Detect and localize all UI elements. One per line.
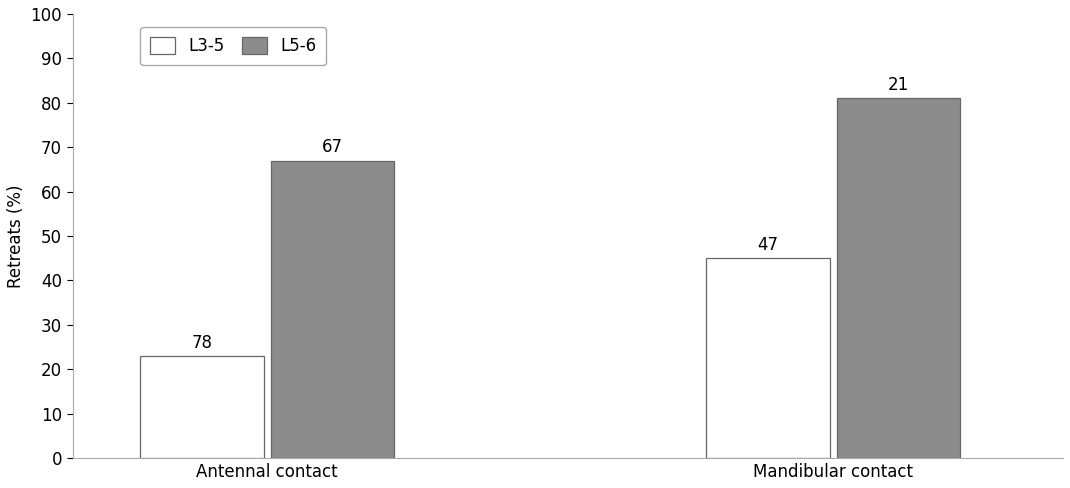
Bar: [706, 258, 829, 458]
Text: 78: 78: [192, 334, 212, 351]
Bar: [271, 161, 395, 458]
Text: 21: 21: [888, 76, 909, 94]
Y-axis label: Retreats (%): Retreats (%): [6, 184, 25, 288]
Legend: L3-5, L5-6: L3-5, L5-6: [140, 27, 326, 65]
Text: 67: 67: [322, 138, 343, 156]
Bar: [837, 99, 961, 458]
Bar: [140, 356, 263, 458]
Text: 47: 47: [758, 236, 778, 254]
